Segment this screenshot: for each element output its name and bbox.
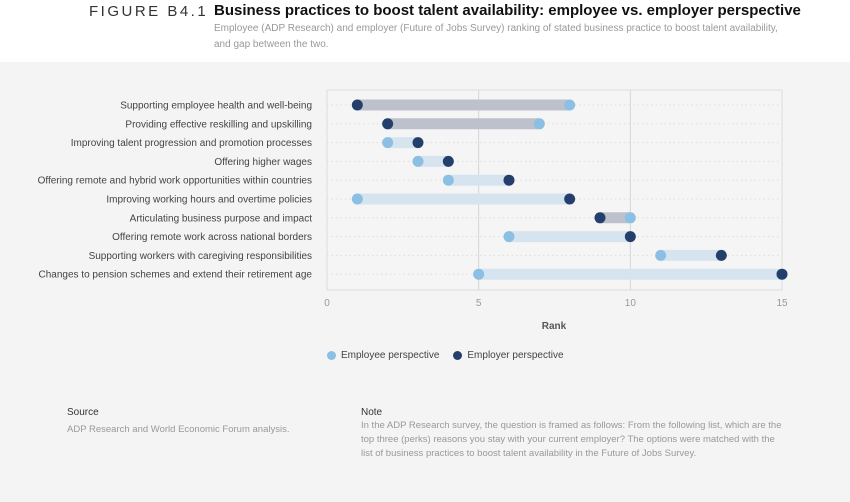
chart-subtitle: Employee (ADP Research) and employer (Fu… [214, 23, 778, 50]
category-label: Offering higher wages [214, 157, 312, 168]
category-label: Providing effective reskilling and upski… [125, 119, 312, 130]
dumbbell-chart: 0 5 10 15 Supporting employee health and wel… [38, 89, 788, 332]
x-axis-label: Rank [542, 321, 567, 332]
category-label: Supporting workers with caregiving respo… [89, 251, 312, 262]
header: FIGURE B4.1 Business practices to boost … [0, 0, 850, 62]
note-text: In the ADP Research survey, the question… [361, 420, 782, 459]
legend-item-employer: Employer perspective [453, 350, 564, 361]
employer-dot [351, 99, 363, 111]
category-label: Offering remote work across national bor… [112, 232, 312, 243]
category-label: Improving talent progression and promoti… [71, 138, 312, 149]
legend-label: Employer perspective [467, 350, 564, 361]
legend: Employee perspective Employer perspectiv… [327, 350, 564, 361]
employer-dot [715, 249, 727, 261]
employee-dot [533, 118, 545, 130]
legend-swatch [327, 351, 336, 360]
employer-dot [594, 212, 606, 224]
legend-label: Employee perspective [341, 350, 440, 361]
employer-dot [503, 174, 515, 186]
legend-swatch [453, 351, 463, 360]
employee-dot [655, 249, 667, 261]
employee-dot [503, 231, 515, 243]
employer-dot [442, 155, 454, 167]
figure-label: FIGURE B4.1 [89, 3, 209, 20]
employer-dot [412, 137, 424, 149]
employee-dot [473, 268, 485, 280]
employee-dot [564, 99, 576, 111]
category-label: Improving working hours and overtime pol… [106, 195, 312, 206]
note-heading: Note [361, 407, 383, 418]
employee-dot [442, 174, 454, 186]
employer-dot [564, 193, 576, 205]
x-tick-label: 5 [476, 298, 482, 309]
chart-title: Business practices to boost talent avail… [214, 2, 801, 19]
employee-dot [382, 137, 394, 149]
category-label: Articulating business purpose and impact [130, 213, 313, 224]
employer-dot [776, 268, 788, 280]
employer-dot [382, 118, 394, 130]
x-tick-label: 0 [324, 298, 330, 309]
employee-dot [624, 212, 636, 224]
category-label: Offering remote and hybrid work opportun… [38, 176, 312, 187]
employee-dot [351, 193, 363, 205]
category-label: Supporting employee health and well-bein… [120, 101, 312, 112]
source-text: ADP Research and World Economic Forum an… [67, 424, 290, 435]
x-tick-label: 10 [625, 298, 637, 309]
category-label: Changes to pension schemes and extend th… [38, 270, 312, 281]
legend-item-employee: Employee perspective [327, 350, 439, 361]
source-heading: Source [67, 407, 99, 418]
x-tick-label: 15 [776, 298, 788, 309]
employee-dot [412, 155, 424, 167]
employer-dot [624, 231, 636, 243]
